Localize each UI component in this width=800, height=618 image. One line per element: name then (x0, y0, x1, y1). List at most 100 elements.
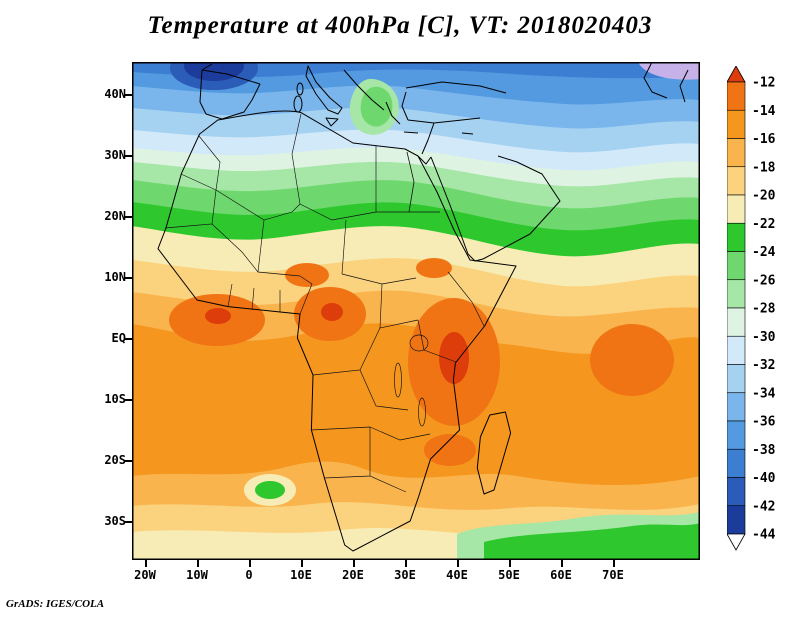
colorbar-box (727, 448, 746, 478)
colorbar-box (727, 81, 746, 111)
iberia-coastline (199, 63, 261, 120)
hottest-core-congo (321, 303, 343, 321)
colorbar-label: -38 (752, 443, 776, 458)
colorbar-legend: -12 -14 -16 -18 -20 -22 -24 -26 -28 -30 … (727, 66, 776, 551)
colorbar-top-triangle (727, 66, 746, 83)
colorbar-box (727, 392, 746, 422)
colorbar-label: -24 (752, 245, 776, 260)
lat-label-30s: 30S (104, 514, 126, 528)
lon-tick (249, 560, 251, 567)
lon-tick (197, 560, 199, 567)
lon-label-20w: 20W (134, 568, 156, 582)
colorbar-box (727, 109, 746, 139)
lat-tick (124, 460, 132, 462)
lon-tick (405, 560, 407, 567)
lat-label-40n: 40N (104, 87, 126, 101)
colorbar-box (727, 194, 746, 224)
colorbar-box (727, 166, 746, 196)
lon-label-40e: 40E (446, 568, 468, 582)
lake-malawi (418, 397, 426, 427)
lon-label-10w: 10W (186, 568, 208, 582)
madagascar-coastline (476, 411, 512, 495)
lat-label-eq: EQ (111, 331, 126, 345)
lat-tick (124, 94, 132, 96)
italy-coastline (305, 65, 343, 127)
colorbar-label: -20 (752, 189, 776, 204)
colorbar-label: -28 (752, 302, 776, 317)
lat-tick (124, 338, 132, 340)
colorbar-label: -16 (752, 132, 776, 147)
lat-label-10n: 10N (104, 270, 126, 284)
sardinia-coastline (293, 95, 303, 113)
lon-tick (145, 560, 147, 567)
lon-tick (613, 560, 615, 567)
lon-label-30e: 30E (394, 568, 416, 582)
hot-blob-sahel-east (416, 258, 452, 278)
balkans-greece-coastline (343, 69, 419, 134)
colorbar-label: -44 (752, 528, 776, 543)
hot-blob-mozambique (424, 434, 476, 466)
lon-label-70e: 70E (602, 568, 624, 582)
colorbar-label: -26 (752, 273, 776, 288)
colorbar-box (727, 335, 746, 365)
lon-label-20e: 20E (342, 568, 364, 582)
colorbar-bottom-triangle (727, 533, 746, 551)
cold-patch-lavender (638, 62, 700, 80)
colorbar-label: -30 (752, 330, 776, 345)
colorbar-box (727, 279, 746, 309)
hottest-core-west (205, 308, 231, 324)
plot-title: Temperature at 400hPa [C], VT: 201802040… (147, 12, 653, 39)
colorbar-box (727, 222, 746, 252)
lon-label-60e: 60E (550, 568, 572, 582)
colorbar-box (727, 477, 746, 507)
lat-label-20n: 20N (104, 209, 126, 223)
nile-river (406, 151, 415, 213)
colorbar-label: -34 (752, 386, 776, 401)
lat-tick (124, 277, 132, 279)
hottest-core-east-africa (439, 332, 469, 384)
lat-label-10s: 10S (104, 392, 126, 406)
sinai-coastline (417, 155, 432, 165)
corsica-coastline (296, 82, 304, 96)
colorbar-label: -18 (752, 160, 776, 175)
lat-tick (124, 216, 132, 218)
colorbar-label: -36 (752, 415, 776, 430)
lon-label-50e: 50E (498, 568, 520, 582)
coastlines (157, 61, 689, 552)
lon-tick (301, 560, 303, 567)
colorbar-box (727, 138, 746, 168)
colorbar-box (727, 307, 746, 337)
temperature-map (132, 46, 700, 560)
lon-label-0: 0 (245, 568, 253, 582)
colorbar-label: -42 (752, 499, 775, 514)
map-frame (132, 62, 700, 560)
colorbar-box (727, 420, 746, 450)
colorbar-label: -32 (752, 358, 775, 373)
lon-tick (457, 560, 459, 567)
hot-blob-sahel-west (285, 263, 329, 287)
lat-tick (124, 155, 132, 157)
turkey-levant-coastline (401, 81, 507, 155)
grads-credit: GrADS: IGES/COLA (6, 598, 105, 610)
lat-tick (124, 399, 132, 401)
country-borders (164, 113, 485, 493)
lake-tanganyika (394, 362, 402, 398)
colorbar-box (727, 251, 746, 281)
lat-label-30n: 30N (104, 148, 126, 162)
south-green-swath-core (484, 523, 700, 560)
colorbar-box (727, 364, 746, 394)
colorbar-box (727, 505, 746, 535)
colorbar-label: -22 (752, 217, 775, 232)
arabia-coastline (430, 155, 561, 262)
caspian-coastline (643, 61, 689, 103)
lat-label-20s: 20S (104, 453, 126, 467)
hot-blob-indian-ocean (590, 324, 674, 396)
lat-tick (124, 521, 132, 523)
map-area (132, 46, 700, 560)
lon-tick (509, 560, 511, 567)
africa-coastline (157, 110, 517, 552)
band-north-minus38-40 (132, 62, 700, 79)
colorbar-label: -40 (752, 471, 776, 486)
sw-green-blob-core (255, 481, 285, 499)
